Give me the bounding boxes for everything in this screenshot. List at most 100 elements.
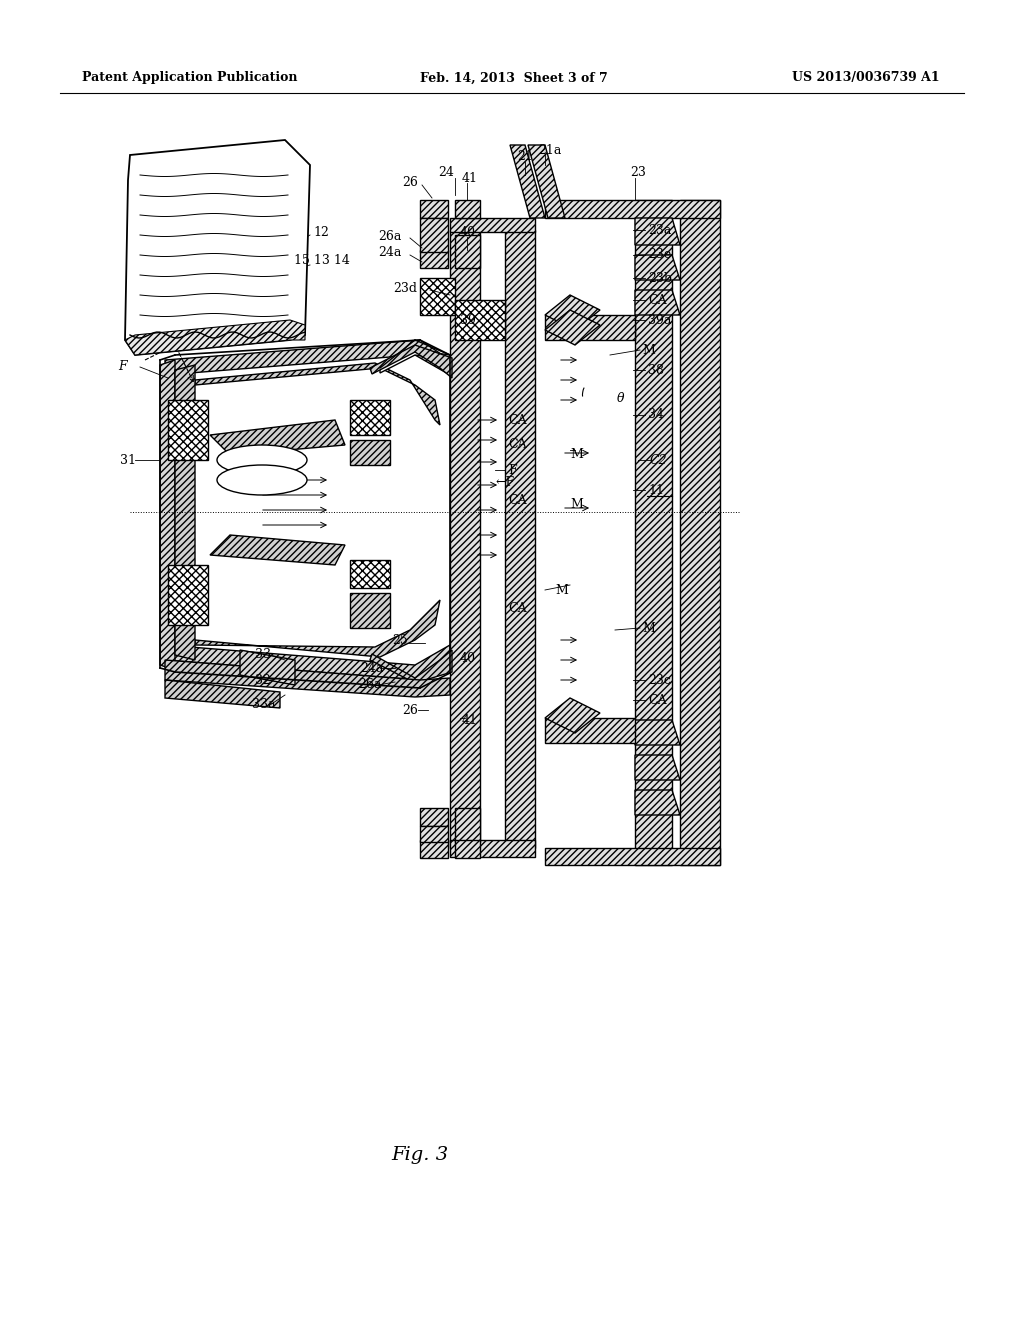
Polygon shape	[165, 645, 450, 680]
Polygon shape	[420, 826, 449, 842]
Polygon shape	[545, 847, 720, 865]
Polygon shape	[635, 755, 680, 780]
Polygon shape	[380, 350, 450, 374]
Ellipse shape	[217, 445, 307, 475]
Polygon shape	[350, 400, 390, 436]
Polygon shape	[680, 201, 720, 865]
Text: M: M	[642, 343, 655, 356]
Text: 31: 31	[120, 454, 136, 466]
Text: CA: CA	[508, 438, 526, 451]
Polygon shape	[420, 840, 449, 858]
Polygon shape	[450, 230, 480, 847]
Text: CA: CA	[508, 413, 526, 426]
Polygon shape	[505, 230, 535, 847]
Text: F: F	[508, 463, 517, 477]
Text: 23b: 23b	[648, 272, 672, 285]
Polygon shape	[455, 808, 480, 842]
Polygon shape	[165, 660, 450, 697]
Polygon shape	[545, 718, 635, 743]
Text: M: M	[570, 449, 583, 462]
Text: CA: CA	[508, 494, 526, 507]
Text: 32: 32	[255, 673, 271, 686]
Polygon shape	[175, 366, 195, 660]
Text: 26: 26	[402, 177, 418, 190]
Text: 39a: 39a	[648, 314, 672, 326]
Text: 41: 41	[462, 172, 478, 185]
Polygon shape	[350, 440, 390, 465]
Text: Patent Application Publication: Patent Application Publication	[82, 71, 298, 84]
Text: 34: 34	[648, 408, 664, 421]
Polygon shape	[420, 218, 449, 252]
Text: CA: CA	[508, 602, 526, 615]
Text: 38: 38	[648, 363, 664, 376]
Polygon shape	[195, 601, 440, 657]
Polygon shape	[165, 341, 450, 375]
Polygon shape	[450, 840, 535, 857]
Text: 33: 33	[255, 648, 271, 661]
Polygon shape	[455, 300, 505, 341]
Text: 21a: 21a	[538, 144, 561, 157]
Text: 11: 11	[648, 483, 664, 496]
Polygon shape	[545, 294, 600, 330]
Text: 33a: 33a	[252, 698, 275, 711]
Text: 24: 24	[438, 166, 454, 180]
Polygon shape	[635, 255, 680, 280]
Text: 24a: 24a	[378, 246, 401, 259]
Text: CA: CA	[648, 293, 667, 306]
Polygon shape	[370, 345, 452, 378]
Text: 23a: 23a	[648, 223, 672, 236]
Polygon shape	[635, 218, 680, 246]
Polygon shape	[635, 719, 680, 744]
Polygon shape	[528, 145, 565, 218]
Polygon shape	[455, 235, 480, 268]
Text: θ: θ	[617, 392, 625, 404]
Polygon shape	[420, 201, 449, 218]
Polygon shape	[545, 698, 600, 733]
Polygon shape	[160, 360, 175, 671]
Polygon shape	[510, 145, 545, 218]
Polygon shape	[165, 680, 280, 708]
Polygon shape	[210, 535, 345, 565]
Text: Feb. 14, 2013  Sheet 3 of 7: Feb. 14, 2013 Sheet 3 of 7	[420, 71, 608, 84]
Text: 24a: 24a	[360, 661, 383, 675]
Text: M: M	[642, 622, 655, 635]
Text: 39: 39	[460, 314, 476, 326]
Polygon shape	[635, 290, 680, 315]
Text: 15 13 14: 15 13 14	[294, 253, 350, 267]
Polygon shape	[370, 649, 452, 682]
Polygon shape	[455, 840, 480, 858]
Polygon shape	[125, 140, 310, 355]
Text: 25: 25	[392, 634, 408, 647]
Text: ←F: ←F	[496, 475, 515, 488]
Polygon shape	[545, 201, 720, 218]
Polygon shape	[450, 218, 535, 232]
Polygon shape	[635, 789, 680, 814]
Text: CA: CA	[648, 693, 667, 706]
Text: M: M	[555, 583, 568, 597]
Text: F: F	[118, 360, 127, 374]
Polygon shape	[635, 201, 672, 865]
Text: 21: 21	[517, 150, 532, 164]
Polygon shape	[210, 420, 345, 455]
Text: 23: 23	[630, 166, 646, 180]
Polygon shape	[545, 310, 600, 345]
Polygon shape	[420, 249, 449, 268]
Polygon shape	[350, 560, 390, 587]
Text: 26a: 26a	[378, 230, 401, 243]
Text: 23c: 23c	[648, 673, 671, 686]
Text: 23d: 23d	[393, 281, 417, 294]
Text: 12: 12	[313, 227, 329, 239]
Polygon shape	[240, 649, 295, 685]
Polygon shape	[168, 565, 208, 624]
Text: 26a: 26a	[358, 678, 381, 692]
Polygon shape	[195, 363, 440, 425]
Text: 23e: 23e	[648, 248, 672, 261]
Text: C2: C2	[650, 454, 668, 466]
Text: 41: 41	[462, 714, 478, 726]
Polygon shape	[420, 279, 455, 315]
Text: 40: 40	[460, 226, 476, 239]
Polygon shape	[350, 593, 390, 628]
Polygon shape	[545, 315, 635, 341]
Text: M: M	[570, 499, 583, 511]
Text: 40: 40	[460, 652, 476, 664]
